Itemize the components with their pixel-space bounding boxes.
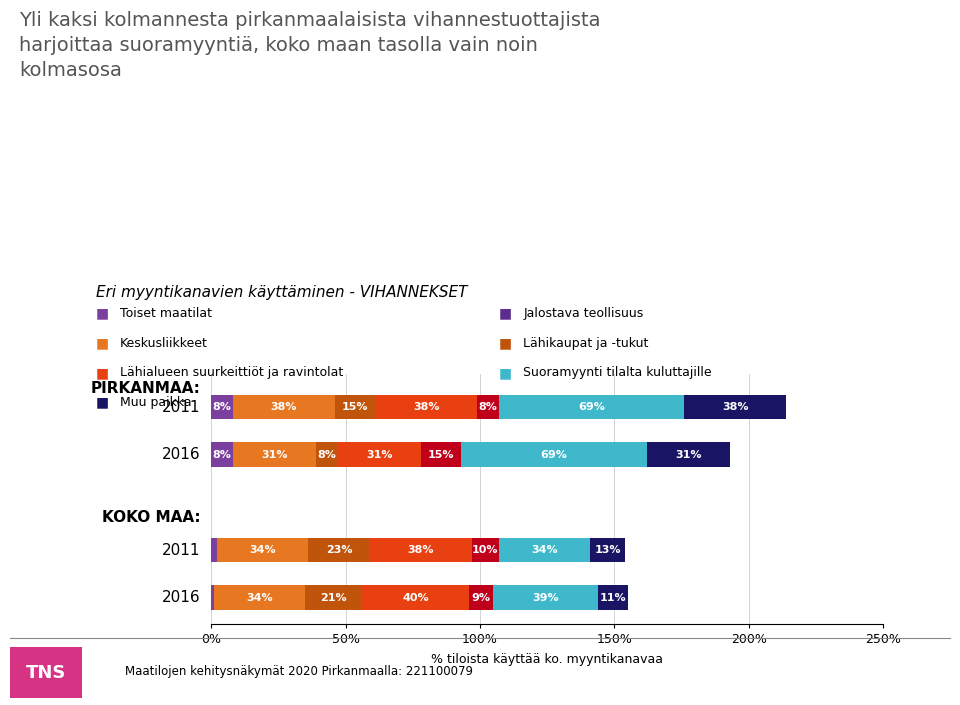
Text: 40%: 40% — [402, 593, 429, 603]
Text: 8%: 8% — [212, 450, 231, 460]
Bar — [232, 442, 316, 467]
Text: 15%: 15% — [342, 402, 369, 412]
Bar — [598, 585, 628, 610]
Text: 69%: 69% — [578, 402, 605, 412]
Text: ■: ■ — [499, 366, 513, 380]
Text: 31%: 31% — [366, 450, 393, 460]
Bar — [493, 585, 598, 610]
Text: ■: ■ — [96, 366, 109, 380]
Text: Maatilojen kehitysnäkymät 2020 Pirkanmaalla: 221100079: Maatilojen kehitysnäkymät 2020 Pirkanmaa… — [125, 665, 472, 678]
Bar — [472, 538, 499, 563]
Text: 31%: 31% — [261, 450, 288, 460]
Bar — [335, 395, 375, 419]
Text: Lähialueen suurkeittiöt ja ravintolat: Lähialueen suurkeittiöt ja ravintolat — [120, 367, 344, 379]
Text: Lähikaupat ja -tukut: Lähikaupat ja -tukut — [523, 337, 649, 350]
Bar — [214, 585, 305, 610]
Text: 2011: 2011 — [162, 400, 201, 415]
Bar — [469, 585, 493, 610]
Text: KOKO MAA:: KOKO MAA: — [102, 510, 201, 525]
Bar — [647, 442, 730, 467]
Text: 31%: 31% — [675, 450, 702, 460]
Text: 9%: 9% — [472, 593, 491, 603]
Bar — [211, 395, 232, 419]
Bar — [305, 585, 362, 610]
Text: Keskusliikkeet: Keskusliikkeet — [120, 337, 208, 350]
Text: ■: ■ — [96, 396, 109, 410]
Text: 2011: 2011 — [162, 543, 201, 558]
Text: Eri myyntikanavien käyttäminen - VIHANNEKSET: Eri myyntikanavien käyttäminen - VIHANNE… — [96, 285, 468, 300]
Bar — [338, 442, 420, 467]
Bar — [499, 395, 684, 419]
Text: 15%: 15% — [428, 450, 454, 460]
Text: 39%: 39% — [533, 593, 559, 603]
Bar — [461, 442, 647, 467]
Bar — [499, 538, 590, 563]
Bar — [232, 395, 335, 419]
Bar — [211, 585, 214, 610]
Text: 21%: 21% — [321, 593, 347, 603]
Text: 8%: 8% — [479, 402, 497, 412]
Text: 34%: 34% — [247, 593, 273, 603]
Text: 2016: 2016 — [162, 447, 201, 462]
Bar — [362, 585, 469, 610]
Bar — [211, 538, 217, 563]
Text: Suoramyynti tilalta kuluttajille: Suoramyynti tilalta kuluttajille — [523, 367, 711, 379]
Text: 13%: 13% — [594, 545, 621, 555]
Text: ■: ■ — [96, 336, 109, 350]
Text: 8%: 8% — [212, 402, 231, 412]
Bar — [420, 442, 461, 467]
Bar — [370, 538, 472, 563]
Text: 11%: 11% — [600, 593, 626, 603]
Bar — [590, 538, 625, 563]
Text: 69%: 69% — [540, 450, 567, 460]
Text: ■: ■ — [96, 307, 109, 321]
Text: 8%: 8% — [318, 450, 336, 460]
Text: 10%: 10% — [472, 545, 498, 555]
Bar — [217, 538, 308, 563]
Text: 34%: 34% — [249, 545, 276, 555]
Text: Muu paikka: Muu paikka — [120, 396, 192, 409]
Text: TNS: TNS — [25, 663, 66, 682]
Text: PIRKANMAA:: PIRKANMAA: — [90, 381, 201, 396]
Text: 2016: 2016 — [162, 590, 201, 605]
Text: 34%: 34% — [531, 545, 558, 555]
Text: 38%: 38% — [722, 402, 749, 412]
Text: 38%: 38% — [408, 545, 434, 555]
Bar — [316, 442, 338, 467]
Text: 38%: 38% — [413, 402, 440, 412]
Text: Yli kaksi kolmannesta pirkanmaalaisista vihannestuottajista
harjoittaa suoramyyn: Yli kaksi kolmannesta pirkanmaalaisista … — [19, 11, 601, 80]
Bar — [211, 442, 232, 467]
Text: 38%: 38% — [271, 402, 297, 412]
Text: Toiset maatilat: Toiset maatilat — [120, 307, 212, 320]
Text: Jalostava teollisuus: Jalostava teollisuus — [523, 307, 643, 320]
Text: 23%: 23% — [325, 545, 352, 555]
Bar — [684, 395, 786, 419]
Text: ■: ■ — [499, 336, 513, 350]
Bar — [308, 538, 370, 563]
Bar — [375, 395, 477, 419]
Text: ■: ■ — [499, 307, 513, 321]
X-axis label: % tiloista käyttää ko. myyntikanavaa: % tiloista käyttää ko. myyntikanavaa — [431, 653, 663, 666]
Bar — [477, 395, 499, 419]
